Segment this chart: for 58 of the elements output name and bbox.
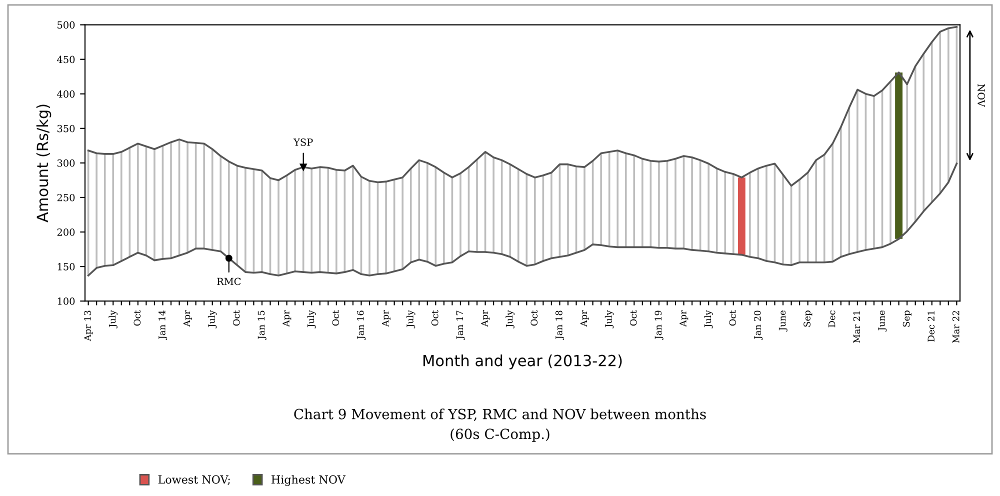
legend-label: Lowest NOV;: [158, 475, 230, 486]
legend-label: Highest NOV: [272, 475, 346, 486]
x-tick-label: Oct: [630, 310, 637, 326]
bar: [895, 72, 903, 239]
x-tick-label: Jan 20: [754, 310, 763, 340]
line-series: [87, 26, 958, 187]
x-tick-label: July: [704, 310, 714, 328]
x-tick-label: Sep: [902, 310, 912, 327]
y-tick-label: 150: [58, 263, 75, 270]
x-tick-label: Apr: [680, 310, 688, 327]
y-tick-label: 250: [57, 194, 75, 202]
x-tick-label: Jan 16: [357, 310, 366, 340]
x-tick-label: Jan 18: [556, 310, 564, 340]
x-tick-label: Apr: [282, 310, 292, 327]
line-series: [87, 162, 958, 276]
x-axis-title: Month and year (2013-22): [423, 354, 622, 370]
x-tick-label: June: [878, 310, 887, 332]
x-tick-label: Oct: [232, 310, 240, 326]
text: (60s C-Comp.): [450, 428, 550, 442]
x-tick-label: Dec: [828, 310, 836, 328]
x-tick-label: Mar 22: [952, 310, 960, 343]
x-tick-label: Oct: [134, 310, 141, 326]
y-tick-label: 450: [57, 56, 75, 64]
x-tick-label: June: [778, 310, 788, 332]
x-tick-label: Jan 19: [654, 310, 664, 340]
x-tick-label: Jan 15: [258, 310, 266, 340]
x-tick-label: Jan 14: [158, 310, 168, 340]
series-label: RMC: [217, 278, 241, 286]
y-tick-label: 300: [57, 159, 75, 167]
x-tick-label: July: [208, 310, 217, 328]
x-tick-label: July: [406, 310, 416, 328]
x-tick-label: Dec 21: [928, 311, 934, 342]
x-tick-label: Oct: [431, 310, 438, 326]
text: YSP: [293, 138, 313, 146]
x-tick-label: Oct: [729, 310, 736, 326]
text: NOV: [978, 84, 985, 108]
x-tick-label: July: [307, 310, 316, 328]
x-tick-label: July: [506, 310, 515, 328]
y-tick-label: 500: [58, 21, 75, 29]
x-tick-label: Oct: [530, 310, 538, 326]
x-tick-label: Apr 13: [84, 310, 93, 342]
y-tick-label: 400: [57, 90, 75, 98]
x-tick-label: Sep: [804, 310, 812, 327]
x-tick-label: Apr: [382, 310, 390, 327]
y-axis-title: Amount (Rs/kg): [36, 104, 52, 222]
y-tick-label: 200: [57, 228, 75, 236]
text: Chart 9 Movement of YSP, RMC and NOV between months: [294, 408, 706, 422]
x-tick-label: Oct: [332, 310, 340, 326]
x-tick-label: Apr: [580, 310, 589, 327]
x-tick-label: July: [108, 310, 118, 328]
x-tick-label: Apr: [481, 310, 490, 327]
x-tick-label: Mar 21: [853, 311, 860, 343]
bar: [738, 177, 746, 255]
x-tick-label: Apr: [183, 310, 192, 327]
y-tick-label: 350: [57, 124, 75, 132]
y-tick-label: 100: [58, 298, 75, 305]
x-tick-label: July: [604, 310, 614, 328]
x-tick-label: Jan 17: [456, 310, 465, 340]
